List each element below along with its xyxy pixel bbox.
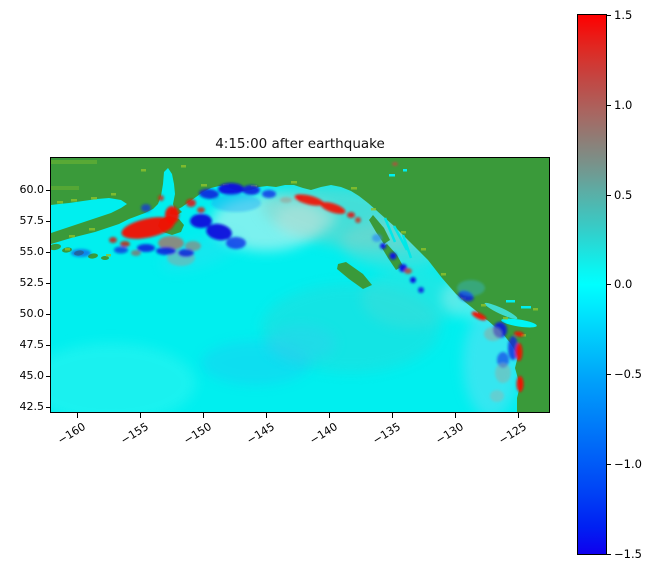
colorbar-tick-label: 0.5 [614, 188, 633, 202]
x-tick-mark [518, 413, 519, 418]
ocean-ripples [51, 185, 519, 412]
colorbar-tick-mark [607, 554, 611, 555]
y-tick-mark [46, 376, 51, 377]
colorbar-tick-mark [607, 374, 611, 375]
map-svg [51, 158, 549, 412]
y-tick-label: 55.0 [19, 245, 45, 258]
x-tick-label: −140 [307, 420, 340, 448]
x-tick-mark [329, 413, 330, 418]
x-tick-mark [392, 413, 393, 418]
colorbar-tick-label: −0.5 [614, 367, 642, 381]
colorbar [577, 14, 607, 555]
y-tick-label: 57.5 [19, 214, 45, 227]
colorbar-tick-label: −1.0 [614, 457, 642, 471]
y-tick-mark [46, 345, 51, 346]
wave-anomalies-source-region [71, 195, 246, 266]
y-tick-label: 42.5 [19, 400, 45, 413]
y-tick-mark [46, 283, 51, 284]
wave-anomalies-cascadia-coast [457, 280, 524, 402]
plot-title: 4:15:00 after earthquake [215, 136, 385, 152]
y-tick-label: 45.0 [19, 369, 45, 382]
map-plot [50, 157, 550, 413]
x-tick-label: −160 [55, 420, 88, 448]
y-tick-mark [46, 252, 51, 253]
y-tick-label: 50.0 [19, 307, 45, 320]
colorbar-tick-label: 1.0 [614, 98, 633, 112]
colorbar-tick-label: −1.5 [614, 547, 642, 561]
x-tick-label: −155 [118, 420, 151, 448]
x-tick-label: −135 [370, 420, 403, 448]
x-tick-mark [203, 413, 204, 418]
juan-de-fuca-strait [501, 318, 537, 328]
y-tick-mark [46, 407, 51, 408]
x-tick-label: −145 [244, 420, 277, 448]
y-tick-label: 52.5 [19, 276, 45, 289]
y-tick-label: 60.0 [19, 183, 45, 196]
colorbar-tick-label: 1.5 [614, 8, 633, 22]
x-tick-mark [455, 413, 456, 418]
colorbar-tick-mark [607, 15, 611, 16]
colorbar-tick-mark [607, 195, 611, 196]
x-tick-mark [77, 413, 78, 418]
y-tick-mark [46, 314, 51, 315]
wave-anomalies-archipelago [372, 234, 424, 293]
colorbar-tick-label: 0.0 [614, 277, 633, 291]
coastal-channels [383, 169, 537, 328]
x-tick-mark [140, 413, 141, 418]
land-mainland [51, 158, 549, 412]
x-tick-label: −125 [496, 420, 529, 448]
y-tick-mark [46, 190, 51, 191]
colorbar-tick-mark [607, 105, 611, 106]
haida-gwaii-island [337, 262, 372, 289]
colorbar-tick-mark [607, 464, 611, 465]
wave-anomalies-gulf-coast [199, 162, 398, 223]
colorbar-tick-mark [607, 284, 611, 285]
x-tick-label: −130 [433, 420, 466, 448]
y-tick-label: 47.5 [19, 338, 45, 351]
x-tick-label: −150 [181, 420, 214, 448]
y-tick-mark [46, 221, 51, 222]
x-tick-mark [266, 413, 267, 418]
